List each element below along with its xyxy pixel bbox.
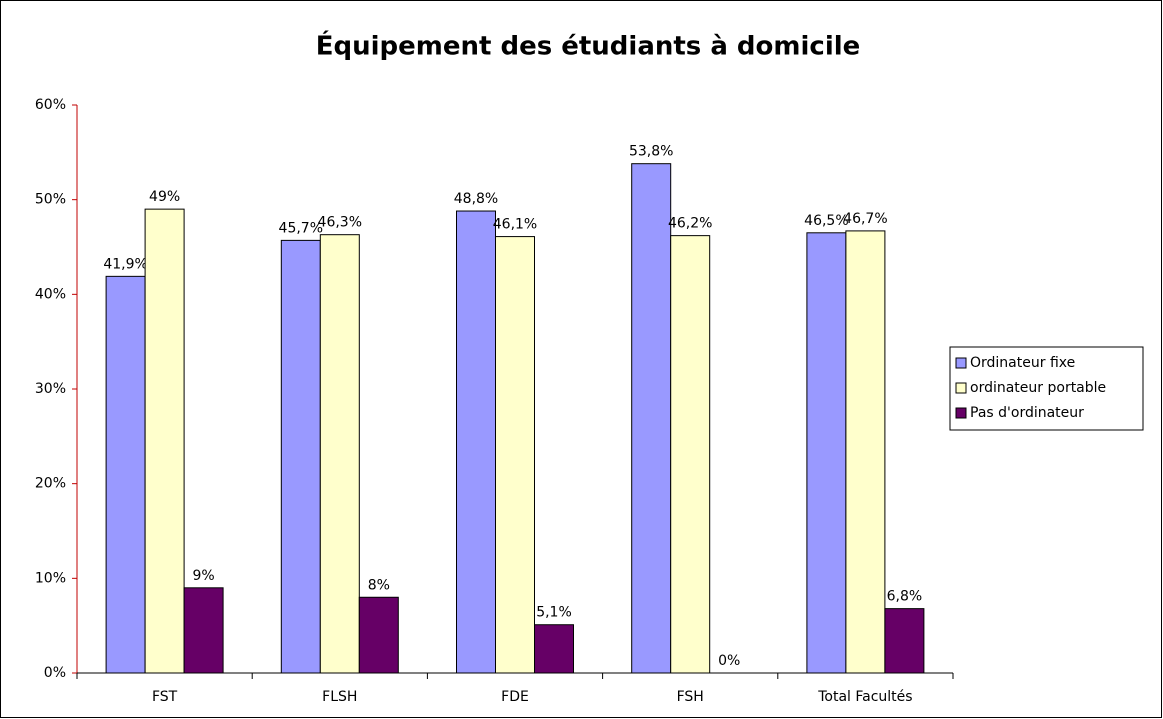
bar [884,608,925,674]
y-tick-label: 40% [35,286,66,302]
bar [845,230,886,674]
data-label: 46,3% [318,215,362,231]
legend-swatch [955,357,967,369]
data-label: 46,5% [804,213,848,229]
bar [495,236,535,674]
data-label: 6,8% [887,589,923,605]
data-label: 0% [718,653,740,669]
y-tick-label: 50% [35,192,66,208]
bar [280,239,321,674]
data-label: 46,2% [668,216,712,232]
legend-swatch [955,382,967,394]
data-label: 46,1% [493,217,537,233]
bar [319,234,360,674]
data-label: 53,8% [629,144,673,160]
y-tick-label: 0% [44,665,66,681]
x-tick-label: FSH [677,689,704,705]
data-label: 49% [149,189,180,205]
x-tick-label: Total Facultés [817,689,912,705]
bar [806,232,847,674]
bar [144,208,185,674]
x-tick-label: FLSH [322,689,357,705]
data-label: 46,7% [843,211,887,227]
legend-swatch [955,407,967,419]
data-label: 9% [192,568,214,584]
chart-title: Équipement des étudiants à domicile [316,30,861,62]
bar [105,275,146,674]
data-label: 41,9% [103,256,147,272]
y-tick-label: 10% [35,570,66,586]
bar [456,210,496,674]
data-label: 8% [368,577,390,593]
x-tick-label: FST [152,689,178,705]
legend-label: Ordinateur fixe [970,355,1075,371]
data-label: 5,1% [536,605,572,621]
legend-box [949,346,1144,431]
bar [631,163,672,674]
bar [358,596,399,674]
bar [183,587,224,674]
x-tick-label: FDE [501,689,529,705]
data-label: 45,7% [279,220,323,236]
bar [670,235,711,674]
y-tick-label: 20% [35,476,66,492]
bar [534,624,574,674]
legend-label: Pas d'ordinateur [970,405,1084,421]
legend-label: ordinateur portable [970,380,1106,396]
y-tick-label: 60% [35,97,66,113]
data-label: 48,8% [454,191,498,207]
y-tick-label: 30% [35,381,66,397]
